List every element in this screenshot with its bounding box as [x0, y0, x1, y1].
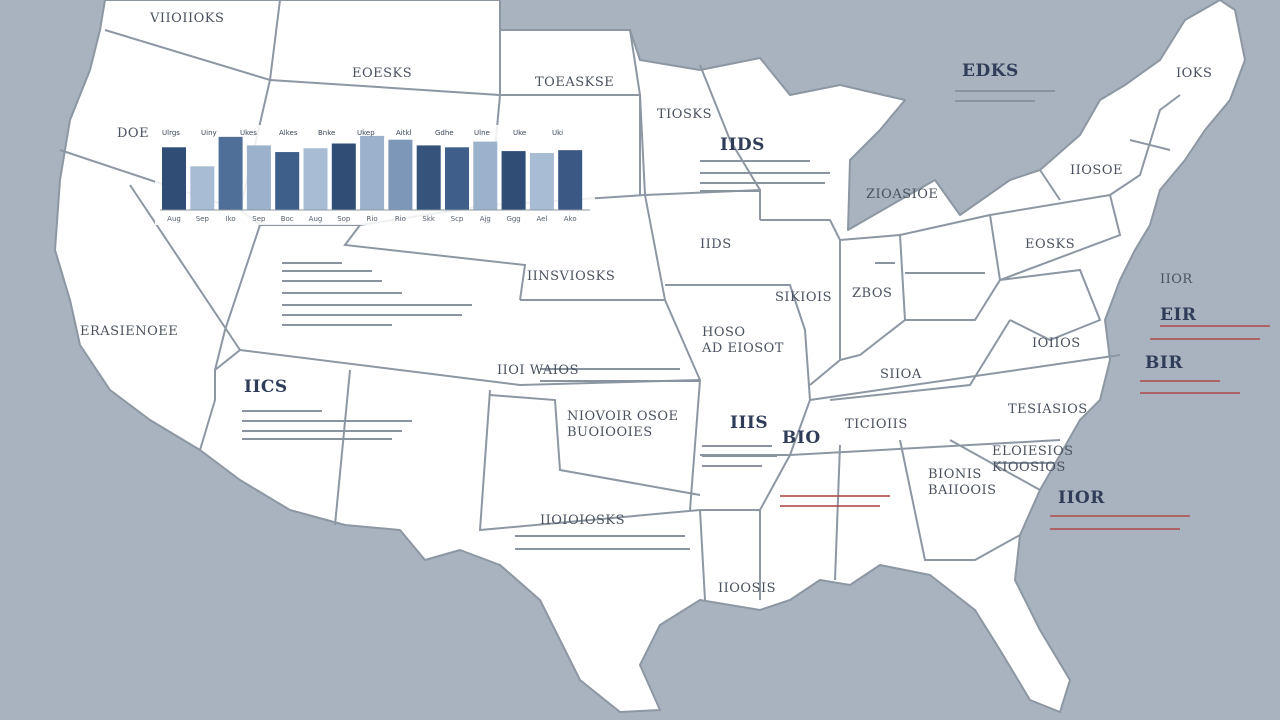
label-arkansas: IIIS	[730, 413, 768, 433]
legend-label-9: Ulne	[474, 129, 490, 137]
legend-label-11: Uki	[552, 129, 563, 137]
tick-label-7: Sop	[337, 215, 351, 223]
label-north-dakota: TOEASKSE	[535, 75, 614, 90]
tick-label-12: Ajg	[480, 215, 491, 223]
label-maine: EDKS	[962, 61, 1019, 81]
bar-1	[162, 147, 186, 210]
tick-label-4: Sep	[252, 215, 266, 223]
legend-label-7: Aitkl	[396, 129, 412, 137]
tick-label-8: Rio	[367, 215, 378, 223]
label-minnesota: TIOSKS	[657, 107, 712, 122]
annotation-block-east-coast	[1050, 325, 1270, 530]
label-kentucky: SIIOA	[880, 367, 922, 382]
legend-label-10: Uke	[513, 129, 526, 137]
annotation-lines	[242, 90, 1270, 550]
tick-label-6: Aug	[309, 215, 323, 223]
tick-label-13: Ggg	[506, 215, 520, 223]
bar-9	[388, 139, 413, 210]
annotation-block-texas	[515, 535, 690, 550]
label-nebraska: IINSVIOSKS	[527, 269, 615, 284]
label-oregon: DOE	[117, 126, 149, 141]
label-louisiana: IIOOSIS	[718, 581, 776, 596]
annotation-block-arizona	[242, 410, 412, 440]
legend-label-2: Uiny	[201, 129, 217, 137]
label-north-carolina: TESIASIOS	[1008, 402, 1088, 417]
tick-label-11: Scp	[451, 215, 464, 223]
label-arizona: IICS	[244, 377, 288, 397]
tick-label-9: Rio	[395, 215, 406, 223]
label-wisconsin: IIDS	[720, 135, 765, 155]
label-tennessee: TICIOIIS	[845, 417, 908, 432]
label-tennessee-left: BIO	[782, 428, 821, 448]
bar-4	[246, 145, 271, 210]
label-michigan: ZIOASIOE	[866, 187, 938, 202]
bar-13	[501, 151, 526, 210]
bar-6	[303, 148, 328, 210]
label-texas: IIOIOIOSKS	[540, 513, 625, 528]
label-missouri: HOSO AD EIOSOT	[701, 325, 784, 356]
tick-label-3: Iko	[226, 215, 236, 223]
state-labels: VIIOIIOKS EOESKS TOEASKSE DOE TIOSKS IID…	[80, 11, 1212, 596]
bar-15	[558, 150, 583, 210]
label-oklahoma: NIOVOIR OSOE BUOIOOIES	[567, 409, 679, 440]
label-atlantic-3: BIR	[1145, 353, 1183, 373]
label-indiana: ZBOS	[852, 286, 892, 301]
bar-14	[529, 153, 554, 210]
bar-5	[275, 152, 300, 210]
bar-chart: Aug Sep Iko Sep Boc Aug Sop Rio Rio Skk Scp Ajg Ggg A…	[155, 125, 595, 225]
label-california: ERASIENOEE	[80, 324, 178, 339]
bar-3	[218, 136, 243, 210]
label-virginia: IOIIOS	[1032, 336, 1081, 351]
annotation-block-arkansas	[702, 445, 777, 467]
legend-label-5: Bnke	[318, 129, 335, 137]
tick-label-1: Aug	[167, 215, 181, 223]
annotation-block-nebraska	[282, 262, 472, 326]
label-new-york: IIOSOE	[1070, 163, 1123, 178]
label-atlantic-2: EIR	[1160, 305, 1197, 325]
label-south-carolina: ELOIESIOS KIOOSIOS	[992, 444, 1074, 475]
label-atlantic-4: IIOR	[1058, 488, 1105, 508]
tick-label-2: Sep	[196, 215, 210, 223]
bar-8	[360, 135, 385, 210]
legend-label-6: Ukep	[357, 129, 375, 137]
annotation-block-maine	[955, 90, 1055, 102]
label-georgia: BIONIS BAIIOOIS	[928, 467, 997, 498]
bar-2	[190, 166, 215, 210]
legend-label-3: Ukes	[240, 129, 257, 137]
label-maine-right: IOKS	[1176, 66, 1212, 81]
annotation-block-wisconsin	[700, 160, 830, 192]
label-illinois: SIKIOIS	[775, 290, 832, 305]
legend-label-1: Ulrgs	[162, 129, 180, 137]
annotation-block-mississippi	[780, 495, 890, 507]
bar-7	[331, 143, 356, 210]
legend-label-4: Alkes	[279, 129, 298, 137]
label-kansas: IIOI WAIOS	[497, 363, 579, 378]
bar-12	[473, 141, 498, 210]
tick-label-15: Ako	[564, 215, 577, 223]
tick-label-14: Ael	[536, 215, 547, 223]
legend-label-8: Gdhe	[435, 129, 454, 137]
label-pennsylvania: EOSKS	[1025, 237, 1075, 252]
annotation-block-indiana	[875, 262, 985, 274]
label-iowa: IIDS	[700, 237, 732, 252]
label-washington: VIIOIIOKS	[149, 11, 224, 26]
annotation-block-kansas	[540, 368, 700, 382]
tick-label-5: Boc	[281, 215, 294, 223]
tick-label-10: Skk	[422, 215, 435, 223]
label-montana: EOESKS	[352, 66, 412, 81]
bar-10	[416, 145, 441, 210]
label-atlantic-1: IIOR	[1160, 272, 1193, 287]
bar-11	[445, 147, 469, 210]
annotation-block-south-carolina	[995, 462, 1055, 464]
